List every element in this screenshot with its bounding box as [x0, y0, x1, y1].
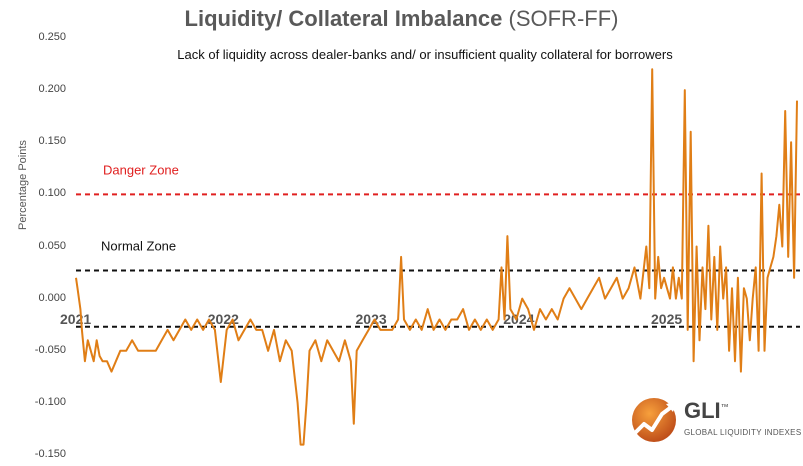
chart-title-bold: Liquidity/ Collateral Imbalance	[184, 6, 503, 31]
series-line	[75, 68, 798, 446]
x-tick-label: 2024	[503, 311, 534, 327]
y-tick-label: 0.200	[38, 83, 66, 96]
x-tick-label: 2025	[651, 311, 682, 327]
y-tick-label: 0.250	[38, 31, 66, 43]
reference-line-label: Danger Zone	[103, 162, 179, 177]
x-tick-label: 2023	[356, 311, 387, 327]
gli-logo-icon	[632, 398, 676, 442]
chart-title: Liquidity/ Collateral Imbalance (SOFR-FF…	[0, 6, 803, 32]
y-tick-label: 0.150	[38, 135, 66, 148]
y-tick-label: 0.050	[38, 239, 66, 252]
y-tick-label: 0.100	[38, 187, 66, 200]
x-tick-label: 2021	[60, 311, 91, 327]
gli-logo-name-text: GLI	[684, 398, 721, 423]
reference-line-label: Normal Zone	[101, 238, 176, 253]
gli-logo: GLI™ GLOBAL LIQUIDITY INDEXES	[628, 392, 803, 452]
chart-title-suffix: (SOFR-FF)	[508, 6, 619, 31]
gli-logo-tm: ™	[720, 402, 729, 412]
y-tick-label: 0.000	[38, 291, 66, 304]
chart-subtitle: Lack of liquidity across dealer-banks an…	[177, 47, 673, 62]
y-tick-label: -0.050	[34, 343, 66, 356]
y-tick-label: -0.150	[34, 448, 66, 460]
gli-logo-tagline: GLOBAL LIQUIDITY INDEXES	[684, 428, 802, 437]
y-tick-label: -0.100	[34, 395, 66, 408]
gli-logo-name: GLI™	[684, 398, 729, 424]
